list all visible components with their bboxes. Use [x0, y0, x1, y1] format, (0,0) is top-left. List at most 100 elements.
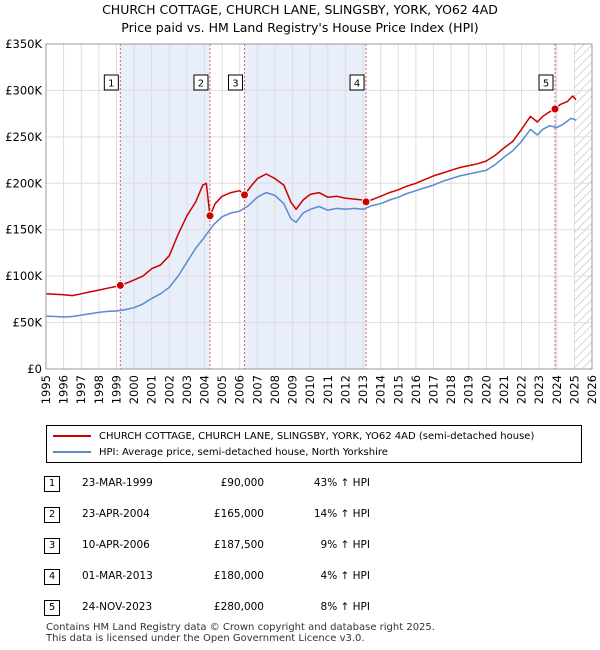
x-tick-label: 2021	[497, 375, 511, 404]
series-line-property	[45, 95, 577, 297]
x-tick-label: 2026	[585, 375, 599, 404]
sale-marker-label: 5	[538, 74, 554, 91]
y-tick-label: £300K	[5, 83, 42, 97]
sale-marker-number: 4	[354, 79, 360, 90]
transaction-date: 01-MAR-2013	[82, 570, 153, 582]
shaded-period	[244, 44, 367, 369]
x-tick-label: 2004	[198, 375, 212, 404]
future-hatch	[574, 44, 592, 369]
sale-marker-box	[349, 74, 365, 91]
plot-frame	[45, 43, 593, 370]
shaded-period	[555, 44, 557, 369]
x-tick-label: 2007	[250, 375, 264, 404]
transaction-price: £280,000	[213, 601, 264, 613]
transaction-badge: 1	[44, 476, 60, 492]
transaction-date: 24-NOV-2023	[82, 601, 153, 613]
transaction-hpi: 9% ↑ HPI	[320, 539, 370, 551]
transaction-row-5: 5 24-NOV-2023 £280,000 8% ↑ HPI	[0, 600, 600, 616]
x-tick-label: 2018	[444, 375, 458, 404]
legend-swatch-property	[53, 435, 91, 437]
sale-marker-number: 2	[198, 79, 204, 90]
transaction-price: £180,000	[213, 570, 264, 582]
sale-point	[205, 211, 215, 221]
sale-marker-box	[227, 74, 243, 91]
transaction-hpi: 14% ↑ HPI	[313, 508, 370, 520]
x-tick-label: 2012	[338, 375, 352, 404]
x-tick-label: 2025	[567, 375, 581, 404]
x-tick-label: 2019	[462, 375, 476, 404]
sale-marker-label: 1	[103, 74, 119, 91]
x-tick-label: 1999	[109, 375, 123, 404]
transaction-row-3: 3 10-APR-2006 £187,500 9% ↑ HPI	[0, 538, 600, 554]
x-tick-label: 2013	[356, 375, 370, 404]
chart-title: CHURCH COTTAGE, CHURCH LANE, SLINGSBY, Y…	[102, 2, 498, 17]
x-tick-label: 2002	[162, 375, 176, 404]
transaction-date: 23-MAR-1999	[82, 477, 153, 489]
transaction-hpi: 8% ↑ HPI	[320, 601, 370, 613]
transaction-badge: 5	[44, 600, 60, 616]
legend-item-hpi: HPI: Average price, semi-detached house,…	[53, 444, 388, 460]
y-tick-label: £350K	[5, 37, 42, 51]
shaded-period	[120, 44, 210, 369]
x-tick-label: 2015	[391, 375, 405, 404]
transaction-price: £165,000	[213, 508, 264, 520]
legend-item-property: CHURCH COTTAGE, CHURCH LANE, SLINGSBY, Y…	[53, 428, 534, 444]
sale-marker-label: 3	[227, 74, 243, 91]
y-tick-label: £200K	[5, 176, 42, 190]
transaction-date: 10-APR-2006	[82, 539, 150, 551]
x-tick-label: 2023	[532, 375, 546, 404]
sale-point	[239, 190, 249, 200]
sale-marker-number: 1	[108, 79, 114, 90]
transaction-hpi: 4% ↑ HPI	[320, 570, 370, 582]
x-tick-label: 2008	[268, 375, 282, 404]
x-tick-label: 2009	[286, 375, 300, 404]
x-tick-label: 2022	[515, 375, 529, 404]
x-tick-label: 2020	[479, 375, 493, 404]
transaction-row-2: 2 23-APR-2004 £165,000 14% ↑ HPI	[0, 507, 600, 523]
footer-licence: This data is licensed under the Open Gov…	[46, 633, 365, 644]
y-tick-label: £50K	[13, 316, 43, 330]
x-tick-label: 1998	[92, 375, 106, 404]
sale-marker-number: 5	[543, 79, 549, 90]
sale-marker-box	[538, 74, 554, 91]
legend-label-property: CHURCH COTTAGE, CHURCH LANE, SLINGSBY, Y…	[99, 430, 535, 442]
sale-marker-box	[103, 74, 119, 91]
x-tick-label: 2005	[215, 375, 229, 404]
series-line-hpi	[45, 117, 577, 318]
transaction-row-4: 4 01-MAR-2013 £180,000 4% ↑ HPI	[0, 569, 600, 585]
transaction-date: 23-APR-2004	[82, 508, 150, 520]
transaction-badge: 2	[44, 507, 60, 523]
sale-point	[550, 104, 560, 114]
x-tick-label: 2024	[550, 375, 564, 404]
x-tick-label: 2014	[374, 375, 388, 404]
transaction-badge: 4	[44, 569, 60, 585]
sale-marker-number: 3	[232, 79, 238, 90]
x-tick-label: 2017	[426, 375, 440, 404]
transaction-row-1: 1 23-MAR-1999 £90,000 43% ↑ HPI	[0, 476, 600, 492]
x-tick-label: 2001	[145, 375, 159, 404]
x-tick-label: 2010	[303, 375, 317, 404]
x-tick-label: 2011	[321, 375, 335, 404]
x-tick-label: 2000	[127, 375, 141, 404]
sale-point	[361, 197, 371, 207]
x-tick-label: 1995	[39, 375, 53, 404]
x-tick-label: 1997	[74, 375, 88, 404]
y-tick-label: £0	[27, 362, 42, 376]
y-tick-label: £150K	[5, 223, 42, 237]
x-tick-label: 2016	[409, 375, 423, 404]
price-chart: 1 2 3 4 5 £0 £50K £100K £150K £200K £250K £300K £35…	[5, 37, 599, 404]
transaction-price: £90,000	[220, 477, 264, 489]
footer-copyright: Contains HM Land Registry data © Crown c…	[46, 622, 435, 633]
sale-marker-label: 4	[349, 74, 365, 91]
legend: CHURCH COTTAGE, CHURCH LANE, SLINGSBY, Y…	[46, 425, 582, 463]
legend-label-hpi: HPI: Average price, semi-detached house,…	[99, 446, 388, 458]
x-tick-label: 1996	[57, 375, 71, 404]
x-tick-label: 2006	[233, 375, 247, 404]
y-tick-label: £250K	[5, 130, 42, 144]
transaction-hpi: 43% ↑ HPI	[313, 477, 370, 489]
sale-marker-label: 2	[193, 74, 209, 91]
y-tick-label: £100K	[5, 269, 42, 283]
sale-marker-box	[193, 74, 209, 91]
x-tick-label: 2003	[180, 375, 194, 404]
sale-point	[115, 280, 125, 290]
